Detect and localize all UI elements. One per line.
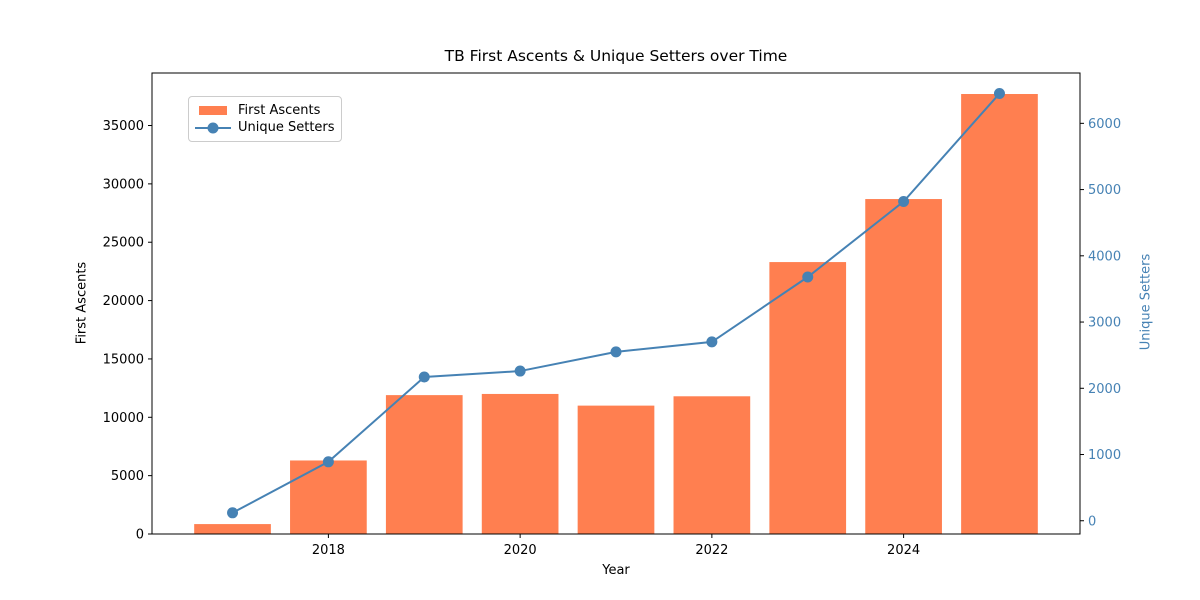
unique-setters-line-marker-icon xyxy=(195,122,231,133)
bar-2023 xyxy=(769,262,847,534)
line-series xyxy=(227,88,1005,519)
bar-2021 xyxy=(577,405,655,534)
right-tick-label: 2000 xyxy=(1088,382,1121,397)
legend-item-unique-setters: Unique Setters xyxy=(195,119,335,136)
x-tick-label: 2022 xyxy=(695,543,728,558)
right-tick-label: 4000 xyxy=(1088,249,1121,264)
right-tick-label: 3000 xyxy=(1088,316,1121,331)
x-axis-label: Year xyxy=(602,563,630,578)
x-tick-label: 2024 xyxy=(887,543,920,558)
right-tick-label: 0 xyxy=(1088,514,1096,529)
left-tick-label: 20000 xyxy=(103,294,144,309)
legend-label-first-ascents: First Ascents xyxy=(238,103,321,118)
right-tick-label: 6000 xyxy=(1088,117,1121,132)
left-tick-label: 25000 xyxy=(103,236,144,251)
left-tick-label: 0 xyxy=(136,528,144,543)
x-tick-label: 2018 xyxy=(312,543,345,558)
setters-marker-2023 xyxy=(802,271,814,283)
setters-marker-2024 xyxy=(898,195,910,207)
bars-series xyxy=(194,94,1038,534)
setters-marker-2019 xyxy=(418,371,430,383)
left-tick-label: 30000 xyxy=(103,177,144,192)
left-tick-label: 35000 xyxy=(103,119,144,134)
bar-2019 xyxy=(385,395,463,534)
first-ascents-swatch-icon xyxy=(199,106,227,115)
x-axis-ticks: 2018 2020 2022 2024 xyxy=(312,534,920,558)
plot-frame xyxy=(151,72,1081,535)
setters-marker-2017 xyxy=(227,507,239,519)
left-tick-label: 5000 xyxy=(111,469,144,484)
left-tick-label: 10000 xyxy=(103,411,144,426)
setters-marker-2020 xyxy=(514,365,526,377)
setters-marker-2021 xyxy=(610,346,622,358)
bar-2022 xyxy=(673,396,751,534)
bar-2025 xyxy=(961,94,1038,534)
right-tick-label: 1000 xyxy=(1088,448,1121,463)
chart-title: TB First Ascents & Unique Setters over T… xyxy=(444,47,788,65)
bar-2024 xyxy=(865,199,942,534)
setters-marker-2018 xyxy=(322,456,334,468)
legend: First Ascents Unique Setters xyxy=(188,96,342,142)
left-axis-ticks: 0 5000 10000 15000 20000 25000 30000 35000 xyxy=(103,119,152,543)
right-axis-ticks: 0 1000 2000 3000 4000 5000 6000 xyxy=(1080,117,1121,529)
legend-item-first-ascents: First Ascents xyxy=(195,102,333,119)
setters-marker-2025 xyxy=(993,88,1005,100)
setters-marker-2022 xyxy=(706,336,718,348)
x-tick-label: 2020 xyxy=(504,543,537,558)
left-tick-label: 15000 xyxy=(103,352,144,367)
right-tick-label: 5000 xyxy=(1088,183,1121,198)
bar-2017 xyxy=(194,524,271,534)
bar-2018 xyxy=(290,460,367,534)
legend-label-unique-setters: Unique Setters xyxy=(238,120,335,135)
bar-2020 xyxy=(481,393,559,534)
